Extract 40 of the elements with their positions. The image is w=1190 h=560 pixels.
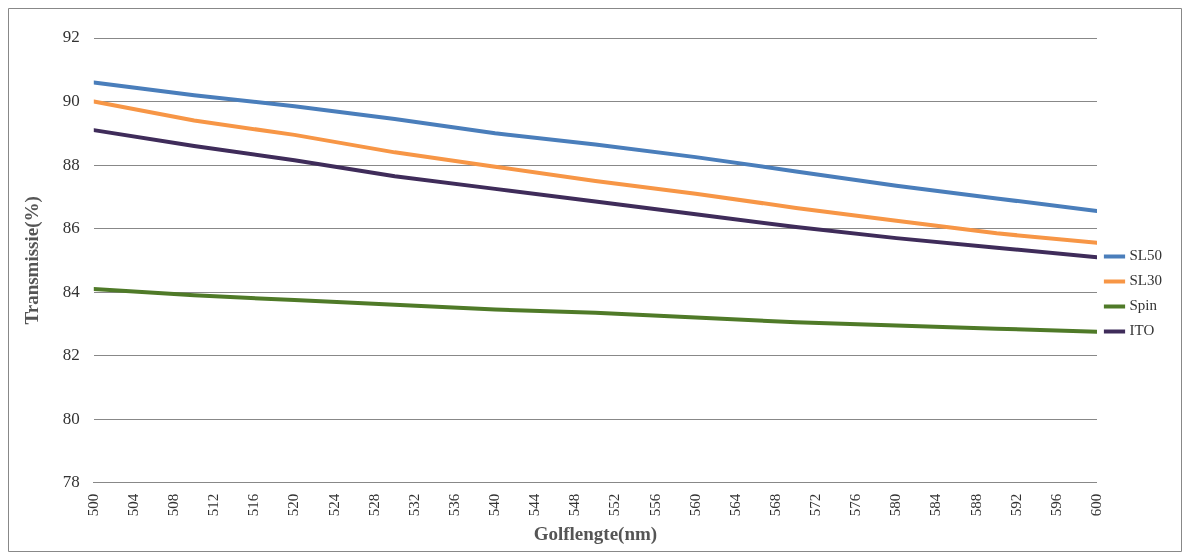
x-tick-label: 556 xyxy=(646,493,663,517)
legend-label: Spin xyxy=(1129,297,1158,314)
y-tick-label: 84 xyxy=(62,281,81,301)
x-tick-label: 580 xyxy=(887,493,904,517)
legend-label: SL30 xyxy=(1129,272,1163,289)
y-tick-label: 82 xyxy=(62,345,80,365)
x-tick-label: 544 xyxy=(526,493,543,517)
x-tick-label: 516 xyxy=(245,493,262,517)
legend-label: ITO xyxy=(1129,322,1155,339)
x-tick-label: 540 xyxy=(486,493,503,517)
x-tick-label: 500 xyxy=(84,493,101,517)
x-tick-label: 564 xyxy=(726,493,743,517)
x-tick-label: 552 xyxy=(606,493,623,517)
x-tick-label: 524 xyxy=(325,493,342,517)
x-tick-label: 576 xyxy=(847,493,864,517)
x-tick-label: 600 xyxy=(1087,493,1104,517)
x-tick-label: 584 xyxy=(927,493,944,517)
y-tick-label: 80 xyxy=(62,408,80,428)
y-axis-title: Transmissie(%) xyxy=(21,196,44,325)
y-tick-label: 88 xyxy=(62,154,80,174)
x-tick-label: 536 xyxy=(445,493,462,517)
x-tick-label: 548 xyxy=(566,493,583,517)
y-tick-label: 92 xyxy=(62,27,80,47)
x-tick-label: 532 xyxy=(405,493,422,517)
x-tick-label: 588 xyxy=(967,493,984,517)
x-tick-label: 504 xyxy=(124,493,141,517)
x-tick-label: 528 xyxy=(365,493,382,517)
x-tick-label: 568 xyxy=(766,493,783,517)
x-tick-label: 520 xyxy=(285,493,302,517)
x-tick-label: 508 xyxy=(164,493,181,517)
x-tick-label: 560 xyxy=(686,493,703,517)
x-tick-label: 512 xyxy=(205,493,222,517)
x-tick-label: 592 xyxy=(1007,493,1024,517)
y-tick-label: 78 xyxy=(62,472,80,492)
x-tick-label: 572 xyxy=(807,493,824,517)
legend-label: SL50 xyxy=(1129,247,1163,264)
y-tick-label: 90 xyxy=(62,91,80,110)
y-tick-label: 86 xyxy=(62,218,80,238)
x-axis-title: Golflengte(nm) xyxy=(533,522,658,545)
x-tick-label: 596 xyxy=(1047,493,1064,517)
